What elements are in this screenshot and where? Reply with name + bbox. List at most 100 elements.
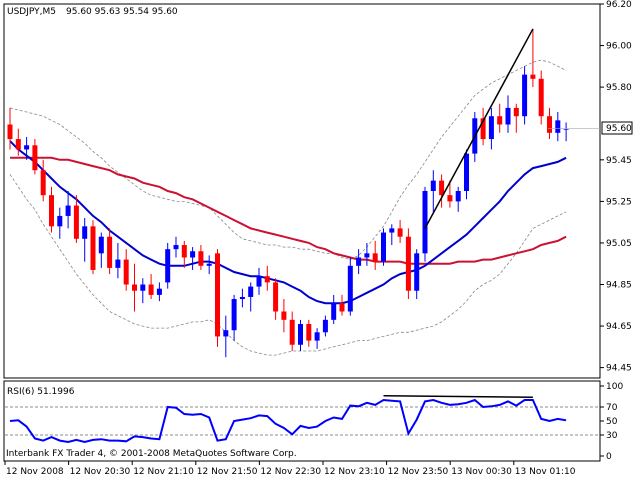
candle-body	[173, 245, 179, 250]
candle	[389, 224, 395, 246]
candle-body	[90, 226, 96, 270]
copyright-text: Interbank FX Trader 4, © 2001-2008 MetaQ…	[6, 449, 297, 459]
candle	[90, 220, 96, 275]
time-tick-label: 12 Nov 21:50	[197, 467, 258, 477]
candle-body	[347, 265, 353, 312]
candle-body	[223, 330, 229, 337]
candle-body	[397, 228, 403, 237]
candle	[381, 228, 386, 266]
candle	[115, 242, 121, 279]
candle-body	[563, 128, 569, 130]
rsi-trendline[interactable]	[383, 395, 533, 398]
candle	[73, 195, 79, 243]
ohlc-label: 95.60 95.63 95.54 95.60	[66, 7, 178, 17]
price-tick-label: 96.20	[606, 0, 632, 10]
candle-body	[497, 116, 503, 125]
rsi-label: RSI(6) 51.1996	[7, 387, 75, 397]
candle-body	[372, 253, 378, 262]
moving-averages	[9, 140, 567, 305]
candle-body	[198, 251, 204, 266]
candle	[289, 311, 295, 351]
rsi-tick-label: 0	[606, 452, 612, 462]
candle-body	[206, 263, 212, 266]
candle-body	[538, 78, 544, 117]
candle-body	[49, 195, 54, 227]
rsi-tick-label: 30	[606, 431, 618, 441]
time-tick-label: 12 Nov 20:30	[70, 467, 131, 477]
fast-ma-line	[9, 140, 567, 305]
candle-body	[123, 259, 129, 285]
candle-body	[513, 107, 519, 117]
candle	[513, 103, 519, 133]
candle	[264, 265, 270, 291]
candle	[364, 242, 370, 266]
candle-body	[414, 253, 420, 291]
candle	[140, 278, 146, 304]
candle	[165, 242, 171, 289]
rsi-pane-frame	[3, 380, 601, 462]
candle-body	[455, 191, 461, 202]
price-tick-label: 94.65	[606, 322, 632, 332]
candle	[414, 249, 420, 300]
candle-body	[32, 145, 38, 171]
candle-body	[190, 251, 196, 258]
candle	[397, 220, 403, 243]
candle	[522, 66, 528, 125]
candle	[181, 240, 187, 268]
candle	[530, 28, 536, 88]
candle-body	[381, 232, 386, 262]
candle	[505, 95, 511, 133]
candle-body	[464, 153, 469, 191]
candle-body	[522, 74, 528, 117]
candle-body	[306, 323, 312, 341]
rsi-line	[9, 398, 567, 444]
price-trendline[interactable]	[424, 28, 534, 229]
candle-body	[7, 124, 13, 140]
candle	[65, 191, 71, 229]
candle-body	[281, 311, 287, 320]
candle-body	[555, 120, 561, 133]
candle	[148, 274, 154, 300]
candle-body	[24, 145, 30, 150]
candle-body	[480, 118, 486, 140]
candle	[24, 136, 30, 160]
candle-body	[239, 296, 245, 300]
price-axis: 96.20 96.00 95.80 95.45 95.25 95.05 94.85 94.65…	[548, 0, 632, 374]
candle	[331, 294, 337, 324]
current-price-label: 95.60	[606, 124, 632, 134]
candle	[455, 186, 461, 212]
candle-body	[547, 116, 552, 133]
candle	[123, 249, 129, 291]
candle-body	[339, 303, 345, 312]
candle	[173, 236, 179, 258]
candle-body	[156, 288, 162, 295]
candle	[98, 232, 104, 268]
candle	[7, 107, 13, 150]
candle-body	[73, 205, 79, 239]
candle	[273, 278, 279, 320]
candle-body	[356, 257, 362, 266]
candle	[239, 288, 245, 308]
candle	[430, 170, 436, 212]
candle-body	[505, 107, 511, 125]
candle	[547, 107, 552, 140]
candle	[156, 282, 162, 302]
price-tick-label: 94.45	[606, 364, 632, 374]
candle-body	[231, 299, 237, 331]
candle-body	[132, 284, 137, 291]
candle	[15, 128, 21, 156]
symbol-label: USDJPY,M5	[7, 7, 56, 17]
candle-body	[430, 180, 436, 191]
candle-body	[264, 276, 270, 283]
candle	[32, 139, 38, 175]
price-tick-label: 95.45	[606, 156, 632, 166]
price-trendlines	[424, 28, 534, 229]
candle	[314, 328, 320, 349]
candle-body	[57, 215, 63, 227]
candle-body	[148, 284, 154, 295]
candle-body	[331, 303, 337, 320]
candle	[356, 249, 362, 275]
candle	[322, 315, 328, 337]
candle-body	[273, 282, 279, 312]
